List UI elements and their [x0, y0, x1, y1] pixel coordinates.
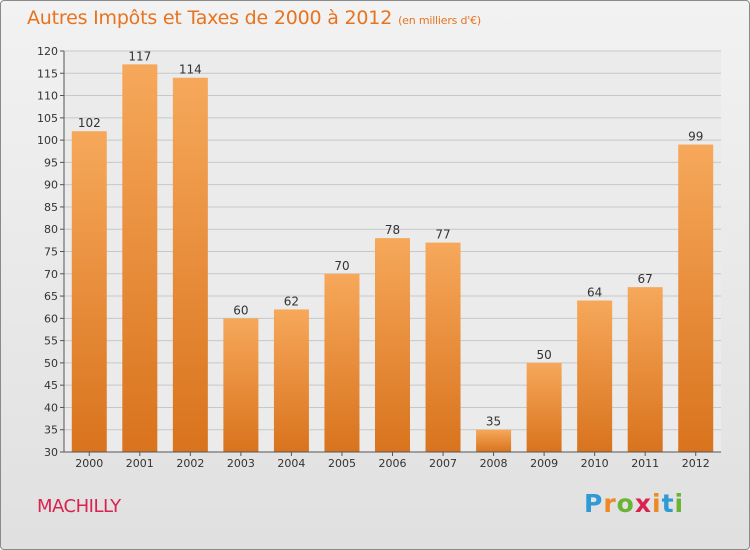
bar-value-label: 114 — [179, 63, 202, 77]
chart-title-text: Autres Impôts et Taxes de 2000 à 2012 — [27, 7, 393, 29]
x-tick-label: 2007 — [429, 457, 457, 470]
y-tick-label: 110 — [37, 90, 58, 103]
bar — [324, 273, 360, 452]
y-tick-label: 115 — [37, 67, 58, 80]
commune-name: MACHILLY — [37, 496, 121, 517]
logo-letter: P — [584, 489, 604, 518]
x-tick-label: 2009 — [530, 457, 558, 470]
y-tick-label: 45 — [44, 379, 58, 392]
x-tick-label: 2011 — [631, 457, 659, 470]
bar-value-label: 117 — [128, 49, 151, 63]
bar — [375, 238, 410, 452]
y-tick-label: 55 — [44, 335, 58, 348]
bar — [223, 318, 259, 452]
y-axis: 30 35 40 45 50 55 60 65 70 75 80 85 90 95 100 105 110 115… — [37, 45, 65, 459]
bar-value-label: 35 — [486, 415, 501, 429]
y-tick-label: 40 — [44, 401, 58, 414]
bar-value-label: 64 — [587, 286, 602, 300]
bar — [476, 429, 512, 452]
bar — [627, 287, 663, 452]
y-tick-label: 60 — [44, 312, 58, 325]
y-tick-label: 80 — [44, 223, 58, 236]
x-tick-label: 2002 — [176, 457, 204, 470]
bar — [172, 77, 208, 452]
y-tick-label: 95 — [44, 156, 58, 169]
bar-value-label: 60 — [233, 303, 248, 317]
logo-letter: i — [674, 489, 685, 518]
bar — [273, 309, 309, 452]
y-tick-label: 65 — [44, 290, 58, 303]
chart-title: Autres Impôts et Taxes de 2000 à 2012 (en… — [27, 7, 481, 29]
chart-subtitle: (en milliers d'€) — [398, 14, 481, 27]
y-tick-label: 70 — [44, 268, 58, 281]
x-tick-label: 2010 — [581, 457, 609, 470]
x-tick-label: 2006 — [379, 457, 407, 470]
bar — [526, 362, 562, 452]
bar-value-label: 50 — [536, 348, 551, 362]
bars: 102 117 114 60 62 70 78 77 35 50 64 67 99 — [71, 49, 714, 453]
logo-letter: t — [661, 489, 675, 518]
bar-value-label: 78 — [385, 223, 400, 237]
y-tick-label: 100 — [37, 134, 58, 147]
proxiti-logo[interactable]: Proxiti — [584, 489, 684, 518]
bar-value-label: 102 — [78, 116, 101, 130]
y-tick-label: 75 — [44, 246, 58, 259]
bar-value-label: 99 — [688, 130, 703, 144]
logo-letter: x — [634, 489, 652, 518]
y-tick-label: 90 — [44, 179, 58, 192]
logo-letter: i — [652, 489, 662, 518]
x-tick-label: 2005 — [328, 457, 356, 470]
x-tick-label: 2008 — [480, 457, 508, 470]
y-tick-label: 105 — [37, 112, 58, 125]
bar-value-label: 62 — [284, 294, 299, 308]
y-tick-label: 35 — [44, 424, 58, 437]
x-tick-label: 2012 — [682, 457, 710, 470]
y-tick-label: 120 — [37, 45, 58, 58]
bar-value-label: 77 — [435, 228, 450, 242]
bar — [71, 131, 107, 452]
logo-letter: o — [616, 489, 635, 518]
x-tick-label: 2003 — [227, 457, 255, 470]
bar-value-label: 67 — [638, 272, 653, 286]
bar-value-label: 70 — [334, 259, 349, 273]
y-tick-label: 85 — [44, 201, 58, 214]
x-tick-label: 2004 — [277, 457, 305, 470]
x-tick-label: 2001 — [126, 457, 154, 470]
y-tick-label: 30 — [44, 446, 58, 459]
logo-letter: r — [603, 489, 617, 518]
bar — [425, 242, 461, 452]
x-tick-label: 2000 — [75, 457, 103, 470]
bar — [678, 144, 714, 453]
bar — [577, 300, 613, 452]
x-axis: 2000 2001 2002 2003 2004 2005 2006 2007 2008 2009… — [64, 451, 721, 470]
bar — [122, 64, 158, 452]
y-tick-label: 50 — [44, 357, 58, 370]
